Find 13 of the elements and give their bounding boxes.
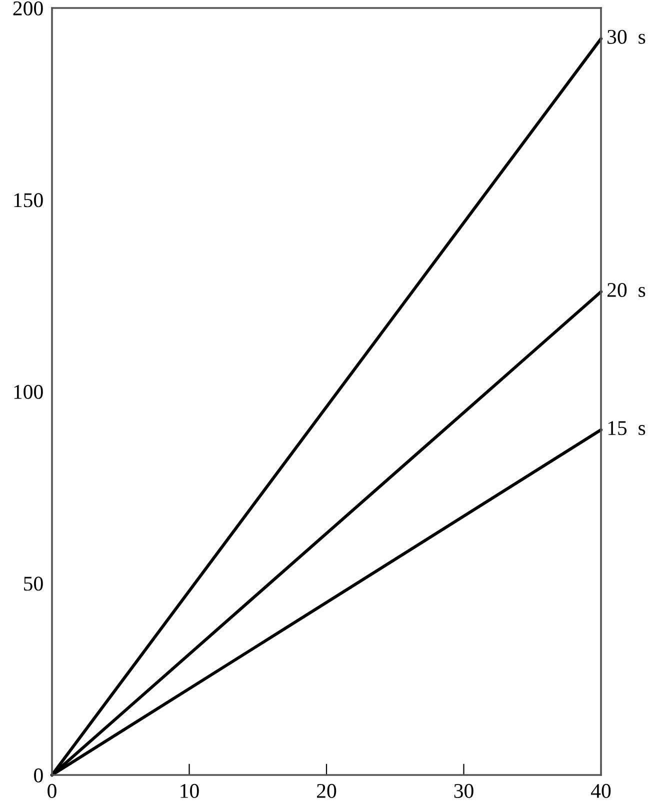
x-tick-label: 10: [180, 784, 199, 798]
x-tick-label: 30: [454, 784, 474, 798]
y-tick-label: 50: [24, 576, 43, 591]
y-tick-label: 200: [13, 1, 43, 16]
x-tick-label: 40: [590, 784, 611, 798]
series-label: 30 s: [608, 30, 646, 44]
y-tick-label: 100: [14, 384, 43, 399]
x-tick-label: 0: [48, 784, 56, 798]
y-tick-label: 0: [34, 768, 43, 782]
y-tick-label: 150: [14, 193, 43, 208]
series-label: 15 s: [608, 421, 646, 436]
x-tick-label: 20: [317, 784, 336, 798]
series-label: 20 s: [607, 282, 646, 298]
